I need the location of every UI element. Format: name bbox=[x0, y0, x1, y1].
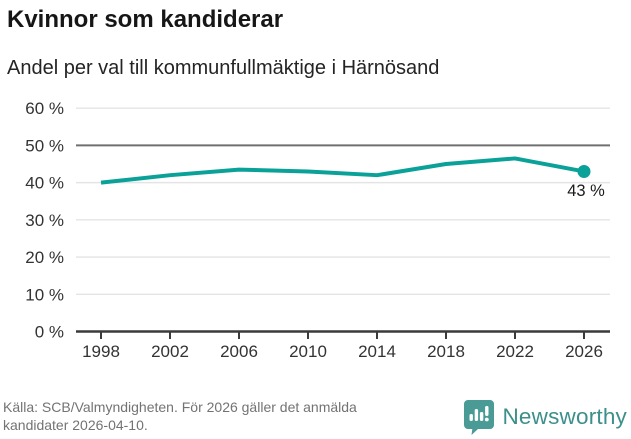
chart-subtitle: Andel per val till kommunfullmäktige i H… bbox=[7, 57, 440, 79]
data-line bbox=[100, 156, 585, 185]
x-axis-tick-label: 2006 bbox=[220, 342, 258, 361]
source-line-1: Källa: SCB/Valmyndigheten. För 2026 gäll… bbox=[3, 399, 357, 415]
x-axis-tick-label: 2002 bbox=[151, 342, 189, 361]
newsworthy-logo-icon bbox=[464, 400, 495, 435]
last-point-marker bbox=[577, 164, 591, 178]
y-axis-tick-label: 40 % bbox=[25, 174, 64, 193]
y-axis-tick-label: 50 % bbox=[25, 136, 64, 155]
source-line-2: kandidater 2026-04-10. bbox=[3, 417, 148, 433]
source-note: Källa: SCB/Valmyndigheten. För 2026 gäll… bbox=[3, 398, 357, 434]
y-axis-tick-label: 10 % bbox=[25, 285, 64, 304]
brand-name: Newsworthy bbox=[502, 404, 627, 429]
chart-title: Kvinnor som kandiderar bbox=[7, 6, 284, 33]
x-axis-tick-label: 2014 bbox=[358, 342, 396, 361]
x-axis-tick-label: 2022 bbox=[496, 342, 534, 361]
chart-footer: Källa: SCB/Valmyndigheten. För 2026 gäll… bbox=[0, 397, 631, 439]
last-value-label: 43 % bbox=[567, 182, 605, 200]
y-axis-tick-label: 30 % bbox=[25, 211, 64, 230]
newsworthy-brand: Newsworthy bbox=[463, 399, 627, 435]
y-axis-tick-label: 60 % bbox=[25, 99, 64, 118]
y-axis-tick-label: 0 % bbox=[35, 323, 64, 342]
y-axis-tick-label: 20 % bbox=[25, 248, 64, 267]
x-axis-tick-label: 2010 bbox=[289, 342, 327, 361]
x-axis-tick-label: 1998 bbox=[82, 342, 120, 361]
x-axis-tick-label: 2026 bbox=[565, 342, 603, 361]
x-axis-tick-label: 2018 bbox=[427, 342, 465, 361]
